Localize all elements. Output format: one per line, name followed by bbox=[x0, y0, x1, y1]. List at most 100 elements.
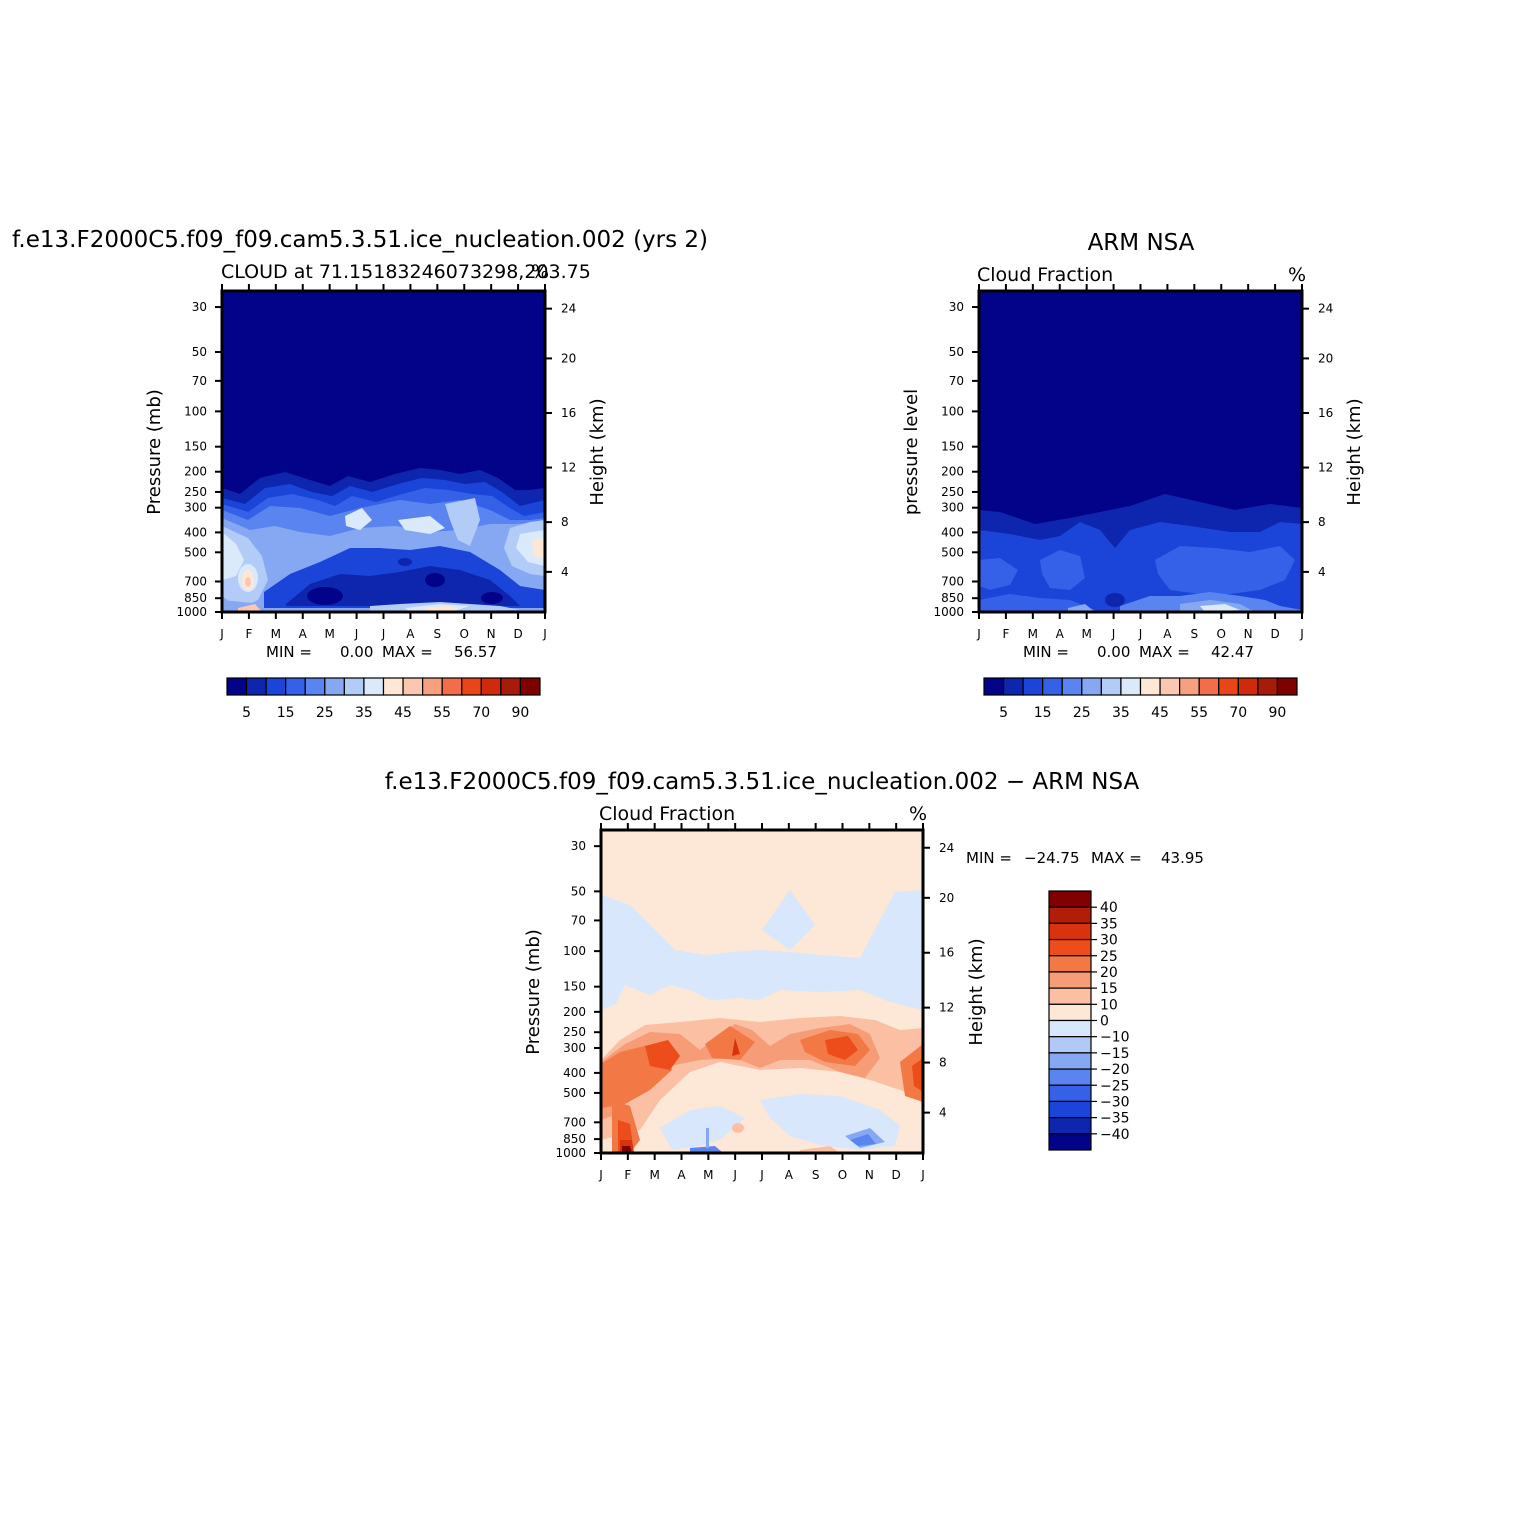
y-right-tick-label: 8 bbox=[1318, 515, 1326, 529]
y-tick-label: 400 bbox=[563, 1066, 586, 1080]
y-tick-label: 200 bbox=[563, 1005, 586, 1019]
y-right-tick-label: 24 bbox=[1318, 302, 1333, 316]
x-tick-label: J bbox=[219, 627, 224, 641]
panel-model-colorbar: 5 15 25 35 45 55 70 90 bbox=[226, 677, 541, 721]
x-tick-label: F bbox=[245, 627, 252, 641]
y-tick-label: 700 bbox=[563, 1115, 586, 1129]
panel-diff-subtitle: Cloud Fraction bbox=[599, 803, 735, 825]
y-right-tick-label: 20 bbox=[561, 351, 576, 365]
colorbar-label: 70 bbox=[1229, 705, 1247, 721]
x-tick-label: J bbox=[381, 627, 386, 641]
y-right-tick-label: 8 bbox=[939, 1056, 947, 1070]
colorbar-box bbox=[1257, 677, 1279, 696]
y-right-tick-label: 20 bbox=[939, 891, 954, 905]
y-right-tick-label: 16 bbox=[939, 946, 954, 960]
panel-obs-ylabel: pressure level bbox=[901, 389, 922, 515]
y-tick-label: 1000 bbox=[555, 1146, 586, 1160]
x-tick-label: M bbox=[649, 1168, 659, 1182]
x-tick-label: O bbox=[460, 627, 469, 641]
x-tick-label: F bbox=[624, 1168, 631, 1182]
y-tick-label: 30 bbox=[192, 300, 207, 314]
panel-diff-min-value: −24.75 bbox=[1024, 849, 1080, 867]
y-tick-label: 100 bbox=[563, 944, 586, 958]
y-tick-label: 70 bbox=[192, 374, 207, 388]
colorbar-box bbox=[1179, 677, 1200, 696]
y-right-tick-label: 16 bbox=[1318, 406, 1333, 420]
y-right-tick-label: 12 bbox=[1318, 461, 1333, 475]
x-tick-label: A bbox=[785, 1168, 794, 1182]
colorbar-box bbox=[983, 677, 1005, 696]
y-tick-label: 150 bbox=[184, 440, 207, 454]
colorbar-label: −40 bbox=[1100, 1127, 1130, 1143]
colorbar-box bbox=[1139, 677, 1161, 696]
x-tick-label: A bbox=[1163, 627, 1172, 641]
y-tick-label: 700 bbox=[184, 575, 207, 589]
colorbar-box bbox=[245, 677, 267, 696]
colorbar-box bbox=[1048, 1068, 1092, 1086]
x-tick-label: J bbox=[542, 627, 547, 641]
x-tick-label: J bbox=[920, 1168, 925, 1182]
colorbar-box bbox=[1002, 677, 1024, 696]
x-tick-label: J bbox=[732, 1168, 737, 1182]
colorbar-box bbox=[402, 677, 424, 696]
y-tick-label: 700 bbox=[941, 575, 964, 589]
colorbar-label: 70 bbox=[472, 705, 490, 721]
y-right-tick-label: 24 bbox=[561, 302, 576, 316]
y-tick-label: 300 bbox=[941, 501, 964, 515]
x-tick-label: O bbox=[838, 1168, 847, 1182]
y-tick-label: 100 bbox=[184, 404, 207, 418]
y-tick-label: 70 bbox=[949, 374, 964, 388]
colorbar-box bbox=[1237, 677, 1259, 696]
y-right-tick-label: 8 bbox=[561, 515, 569, 529]
x-tick-label: J bbox=[354, 627, 359, 641]
colorbar-box bbox=[1100, 677, 1122, 696]
x-tick-label: J bbox=[1138, 627, 1143, 641]
y-right-tick-label: 4 bbox=[939, 1106, 947, 1120]
colorbar-label: −25 bbox=[1100, 1078, 1130, 1094]
colorbar-label: 55 bbox=[433, 705, 451, 721]
panel-model-max-label: MAX = bbox=[382, 643, 433, 661]
panel-obs-title: ARM NSA bbox=[1088, 230, 1195, 256]
colorbar-box bbox=[265, 677, 287, 696]
panel-obs-ticks: J F M A M J J A S O N D J 30 50 70 100 150 200 250 300 400 500… bbox=[933, 284, 1333, 641]
x-tick-label: J bbox=[598, 1168, 603, 1182]
x-tick-label: J bbox=[1111, 627, 1116, 641]
colorbar-label: −20 bbox=[1100, 1062, 1130, 1078]
colorbar-label: 90 bbox=[1269, 705, 1287, 721]
colorbar-label: 5 bbox=[999, 705, 1008, 721]
y-tick-label: 200 bbox=[184, 465, 207, 479]
y-tick-label: 1000 bbox=[933, 605, 964, 619]
x-tick-label: N bbox=[865, 1168, 874, 1182]
colorbar-box bbox=[363, 677, 385, 696]
colorbar-box bbox=[1048, 1100, 1092, 1119]
x-tick-label: N bbox=[487, 627, 496, 641]
panel-obs-units: % bbox=[1288, 264, 1306, 286]
y-tick-label: 1000 bbox=[176, 605, 207, 619]
x-tick-label: F bbox=[1002, 627, 1009, 641]
panel-obs-subtitle: Cloud Fraction bbox=[977, 264, 1113, 286]
colorbar-label: 35 bbox=[355, 705, 373, 721]
colorbar-box bbox=[285, 677, 306, 696]
colorbar-box bbox=[1048, 1084, 1092, 1103]
panel-obs-colorbar: 5 15 25 35 45 55 70 90 bbox=[983, 677, 1298, 721]
x-tick-label: A bbox=[299, 627, 308, 641]
colorbar-box bbox=[1159, 677, 1181, 696]
colorbar-box bbox=[519, 677, 541, 696]
colorbar-label: 10 bbox=[1100, 997, 1118, 1013]
y-tick-label: 150 bbox=[563, 980, 586, 994]
panel-diff: f.e13.F2000C5.f09_f09.cam5.3.51.ice_nucl… bbox=[385, 769, 1204, 1182]
x-tick-label: S bbox=[1191, 627, 1199, 641]
colorbar-box bbox=[1048, 1036, 1092, 1054]
colorbar-box bbox=[1198, 677, 1220, 696]
y-right-tick-label: 12 bbox=[561, 461, 576, 475]
colorbar-box bbox=[1048, 890, 1092, 908]
panel-diff-ylabel: Pressure (mb) bbox=[523, 929, 544, 1055]
x-tick-label: D bbox=[1270, 627, 1279, 641]
colorbar-box bbox=[500, 677, 522, 696]
y-right-tick-label: 4 bbox=[1318, 565, 1326, 579]
colorbar-label: 5 bbox=[242, 705, 251, 721]
y-tick-label: 30 bbox=[949, 300, 964, 314]
y-tick-label: 30 bbox=[571, 839, 586, 853]
panel-obs-min-label: MIN = bbox=[1023, 643, 1069, 661]
